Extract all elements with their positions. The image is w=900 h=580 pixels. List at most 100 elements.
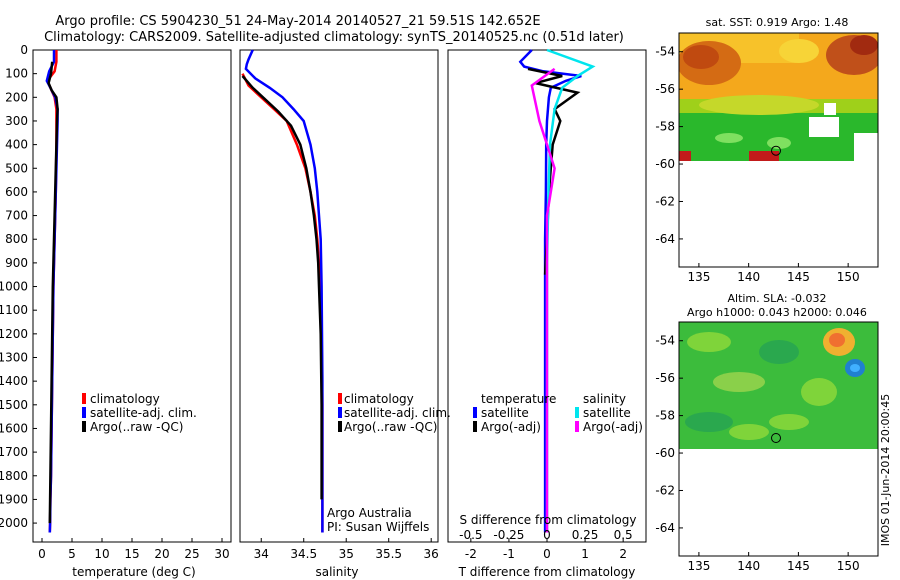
sla-argo-marker (771, 433, 781, 443)
legend-temperature-header: temperature (481, 392, 556, 406)
legend-swatch-argo (338, 421, 342, 432)
x-tick-label: 0 (543, 547, 551, 561)
legend-swatch-temp-argo (473, 421, 477, 432)
credit-line1: Argo Australia (327, 506, 412, 520)
legend-temp-satellite: satellite (481, 406, 529, 420)
legend-argo: Argo(..raw -QC) (90, 420, 183, 434)
x-tick-label: 0 (38, 547, 46, 561)
y-tick-label: 1700 (0, 445, 28, 459)
x-tick-label: 30 (214, 547, 229, 561)
x-tick-label: 25 (184, 547, 199, 561)
map-y-tick-label: -56 (655, 371, 675, 385)
map-x-tick-label: 150 (837, 270, 860, 284)
figure-title-line1: Argo profile: CS 5904230_51 24-May-2014 … (55, 14, 540, 29)
x-tick-label: 15 (124, 547, 139, 561)
legend-climatology: climatology (90, 392, 160, 406)
map-y-tick-label: -64 (655, 521, 675, 535)
map-y-tick-label: -58 (655, 409, 675, 423)
difference-legend: temperature salinity satellite Argo(-adj… (473, 392, 643, 434)
y-tick-label: 1800 (0, 469, 28, 483)
x-tick-label: -2 (465, 547, 477, 561)
sla-map-panel: Altim. SLA: -0.032 Argo h1000: 0.043 h20… (655, 292, 879, 573)
map-y-tick-label: -58 (655, 120, 675, 134)
y-tick-label: 300 (5, 114, 28, 128)
map-x-tick-label: 145 (787, 559, 810, 573)
legend-swatch-climatology (82, 393, 86, 404)
difference-panel: -2 -1 0 1 2 -0.5 -0.25 0 0.25 0.5 S difference fr… (447, 48, 647, 579)
map-x-tick-label: 135 (687, 559, 710, 573)
s-tick-label: 0 (543, 528, 551, 542)
map-x-tick-label: 135 (687, 270, 710, 284)
x-tick-label: 1 (581, 547, 589, 561)
legend-argo: Argo(..raw -QC) (344, 420, 437, 434)
legend-swatch-climatology (338, 393, 342, 404)
x-tick-label: 36 (424, 547, 439, 561)
legend-sal-satellite: satellite (583, 406, 631, 420)
map-y-tick-label: -62 (655, 483, 675, 497)
x-tick-label: 34 (254, 547, 269, 561)
legend-satellite: satellite-adj. clim. (344, 406, 451, 420)
sla-map-frame (678, 321, 879, 557)
y-tick-label: 1500 (0, 398, 28, 412)
series-line-1 (244, 49, 324, 533)
temperature-xlabel: temperature (deg C) (72, 565, 195, 579)
map-y-tick-label: -54 (655, 45, 675, 59)
legend-salinity-header: salinity (583, 392, 626, 406)
legend-swatch-satellite (338, 407, 342, 418)
y-tick-label: 1200 (0, 327, 28, 341)
series-line-2 (47, 61, 59, 524)
salinity-axes-frame (239, 49, 439, 543)
legend-swatch-sal-argo (575, 421, 579, 432)
legend-swatch-sal-satellite (575, 407, 579, 418)
map-x-tick-label: 140 (737, 559, 760, 573)
series-line-2 (545, 48, 596, 533)
series-line-0 (518, 49, 582, 533)
legend-temp-argo: Argo(-adj) (481, 420, 541, 434)
salinity-xlabel: salinity (315, 565, 358, 579)
legend-swatch-temp-satellite (473, 407, 477, 418)
legend-sal-argo: Argo(-adj) (583, 420, 643, 434)
y-tick-label: 1000 (0, 280, 28, 294)
legend-swatch-argo (82, 421, 86, 432)
x-tick-label: 5 (68, 547, 76, 561)
sst-argo-marker (771, 145, 781, 156)
y-tick-label: 2000 (0, 516, 28, 530)
map-y-tick-label: -64 (655, 232, 675, 246)
t-difference-xlabel: T difference from climatology (458, 565, 636, 579)
y-tick-label: 600 (5, 185, 28, 199)
s-tick-label: 0.25 (572, 528, 599, 542)
s-difference-label: S difference from climatology (460, 513, 637, 527)
x-tick-label: -1 (503, 547, 515, 561)
legend-satellite: satellite-adj. clim. (90, 406, 197, 420)
y-tick-label: 400 (5, 138, 28, 152)
x-tick-label: 20 (154, 547, 169, 561)
y-tick-label: 500 (5, 161, 28, 175)
y-tick-label: 100 (5, 67, 28, 81)
s-tick-label: -0.5 (459, 528, 482, 542)
y-tick-label: 1900 (0, 492, 28, 506)
sst-map-panel: sat. SST: 0.919 Argo: 1.48 135 140 145 150 -… (655, 16, 879, 284)
y-tick-label: 1600 (0, 421, 28, 435)
x-tick-label: 35.5 (375, 547, 402, 561)
y-tick-label: 0 (20, 43, 28, 57)
sla-map-image (679, 322, 878, 556)
y-tick-label: 200 (5, 90, 28, 104)
map-y-tick-label: -54 (655, 334, 675, 348)
legend-swatch-satellite (82, 407, 86, 418)
series-line-3 (530, 67, 556, 533)
imos-timestamp-watermark: IMOS 01-Jun-2014 20:00:45 (879, 394, 892, 547)
y-tick-label: 1100 (0, 303, 28, 317)
y-tick-label: 1300 (0, 351, 28, 365)
map-y-tick-label: -56 (655, 82, 675, 96)
map-y-tick-label: -62 (655, 194, 675, 208)
sst-map-image (679, 33, 878, 267)
s-tick-label: 0.5 (614, 528, 633, 542)
map-y-tick-label: -60 (655, 157, 675, 171)
credit-line2: PI: Susan Wijffels (327, 520, 429, 534)
temperature-axes-frame (32, 49, 232, 543)
x-tick-label: 2 (619, 547, 627, 561)
x-tick-label: 10 (94, 547, 109, 561)
map-y-tick-label: -60 (655, 446, 675, 460)
y-tick-label: 1400 (0, 374, 28, 388)
